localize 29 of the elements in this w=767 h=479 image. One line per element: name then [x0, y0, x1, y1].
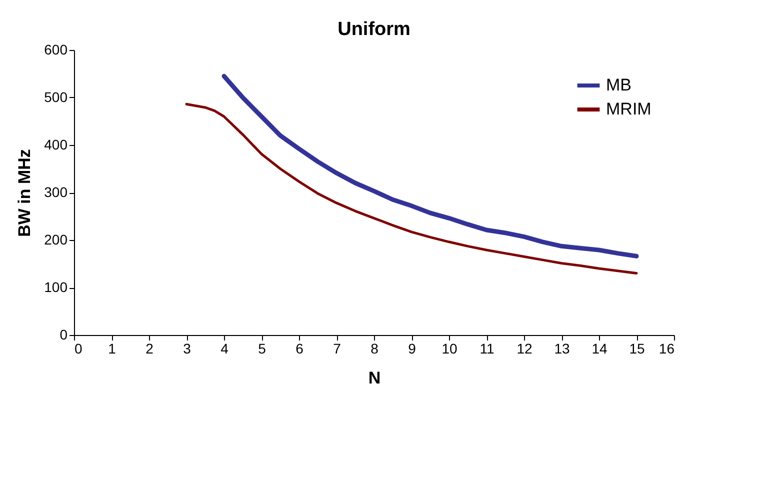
y-axis-title: BW in MHz: [15, 149, 34, 237]
x-tick-label: 2: [146, 340, 154, 356]
x-tick-label: 15: [629, 340, 645, 356]
x-tick-label: 13: [554, 340, 570, 356]
y-tick-label: 500: [44, 89, 68, 105]
legend-label: MB: [606, 76, 632, 94]
x-tick-label: 7: [333, 340, 342, 356]
y-tick-label: 0: [60, 326, 68, 342]
x-tick-label: 1: [108, 340, 116, 356]
x-tick-label: 16: [658, 340, 675, 356]
x-tick-label: 5: [258, 340, 266, 356]
y-tick-label: 400: [44, 136, 68, 152]
y-tick-label: 600: [44, 42, 68, 58]
y-tick-label: 100: [44, 279, 68, 295]
legend-label: MRIM: [606, 100, 652, 118]
x-tick-label: 11: [480, 340, 494, 356]
y-tick-label: 200: [44, 232, 68, 248]
x-tick-label: 9: [408, 340, 416, 356]
x-tick-label: 3: [183, 340, 192, 356]
x-tick-label: 10: [442, 340, 458, 356]
chart-title: Uniform: [338, 19, 410, 40]
x-tick-label: 4: [220, 340, 229, 356]
x-tick-label: 8: [370, 340, 379, 356]
y-tick-label: 300: [44, 184, 68, 200]
x-tick-label: 14: [592, 340, 608, 356]
x-tick-label: 6: [296, 340, 304, 356]
x-tick-label: 12: [516, 340, 532, 356]
x-tick-label: 0: [74, 340, 82, 356]
x-axis-title: N: [368, 368, 381, 388]
